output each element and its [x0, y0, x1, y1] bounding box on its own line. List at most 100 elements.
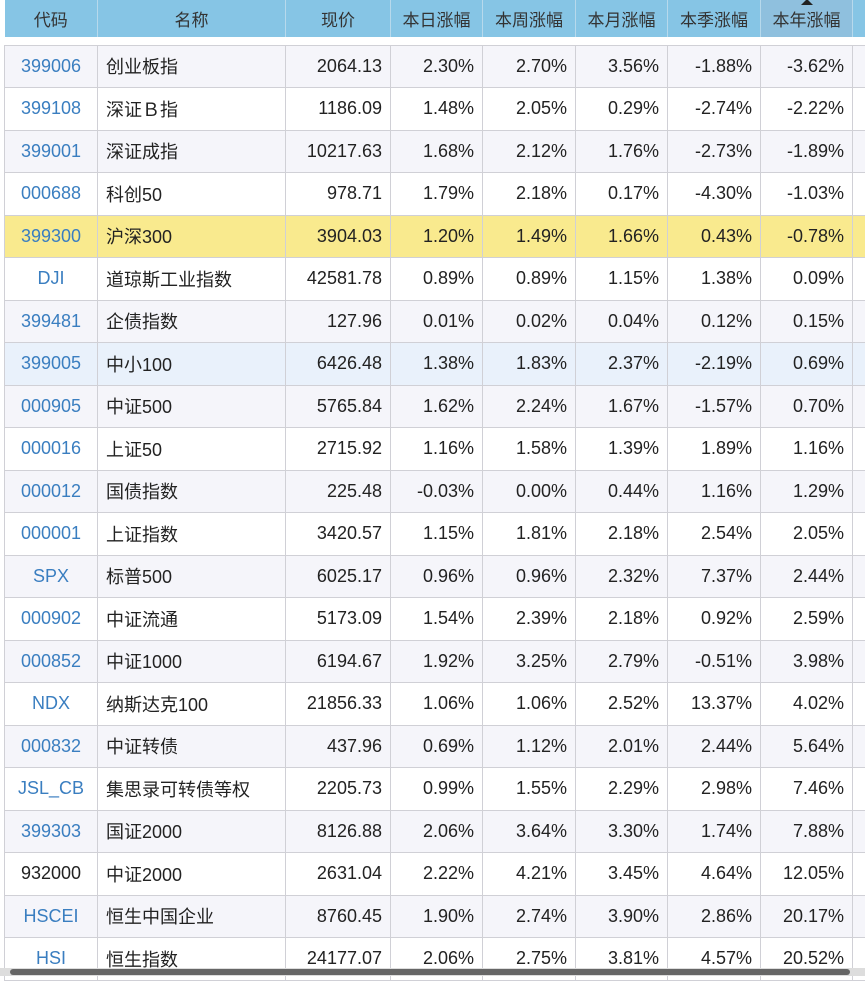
change-pct: 0.15%	[761, 300, 853, 343]
current-price: 8760.45	[286, 895, 391, 938]
change-pct: -1.88%	[668, 45, 761, 88]
index-name: 标普500	[98, 555, 286, 598]
index-code-link[interactable]: 000016	[5, 428, 98, 471]
extra-cell	[853, 215, 865, 258]
current-price: 21856.33	[286, 683, 391, 726]
column-header[interactable]: 本年涨幅	[761, 0, 853, 37]
change-pct: 0.01%	[391, 300, 483, 343]
spacer	[5, 37, 865, 45]
column-header[interactable]: 现价	[286, 0, 391, 37]
current-price: 6025.17	[286, 555, 391, 598]
change-pct: 4.02%	[761, 683, 853, 726]
column-header[interactable]: 本月涨幅	[576, 0, 668, 37]
change-pct: 1.92%	[391, 640, 483, 683]
change-pct: 1.16%	[668, 470, 761, 513]
change-pct: 0.02%	[483, 300, 576, 343]
index-code-link[interactable]: 399005	[5, 343, 98, 386]
extra-cell	[853, 683, 865, 726]
change-pct: 0.89%	[391, 258, 483, 301]
index-code-link[interactable]: 000688	[5, 173, 98, 216]
index-code-link[interactable]: 399108	[5, 88, 98, 131]
index-code-link[interactable]: 399300	[5, 215, 98, 258]
change-pct: 3.45%	[576, 853, 668, 896]
column-header-label: 本月涨幅	[588, 11, 656, 30]
change-pct: 2.12%	[483, 130, 576, 173]
change-pct: 12.05%	[761, 853, 853, 896]
index-code-link[interactable]: 000905	[5, 385, 98, 428]
index-name: 沪深300	[98, 215, 286, 258]
index-code-link[interactable]: 399006	[5, 45, 98, 88]
change-pct: 0.12%	[668, 300, 761, 343]
index-code-link[interactable]: 399481	[5, 300, 98, 343]
table-header: 代码名称现价本日涨幅本周涨幅本月涨幅本季涨幅本年涨幅	[5, 0, 865, 37]
index-code-link[interactable]: 000852	[5, 640, 98, 683]
column-header[interactable]: 本季涨幅	[668, 0, 761, 37]
change-pct: 1.38%	[391, 343, 483, 386]
index-code-link[interactable]: JSL_CB	[5, 768, 98, 811]
index-code-link[interactable]: 399303	[5, 810, 98, 853]
change-pct: 2.24%	[483, 385, 576, 428]
change-pct: 2.32%	[576, 555, 668, 598]
change-pct: 0.70%	[761, 385, 853, 428]
current-price: 3904.03	[286, 215, 391, 258]
column-header-extra[interactable]	[853, 0, 865, 37]
column-header[interactable]: 名称	[98, 0, 286, 37]
current-price: 2631.04	[286, 853, 391, 896]
change-pct: 2.79%	[576, 640, 668, 683]
index-code-link[interactable]: NDX	[5, 683, 98, 726]
index-code-link[interactable]: 000012	[5, 470, 98, 513]
index-code-link[interactable]: 000001	[5, 513, 98, 556]
change-pct: 2.39%	[483, 598, 576, 641]
index-code-link[interactable]: 000832	[5, 725, 98, 768]
column-header[interactable]: 本周涨幅	[483, 0, 576, 37]
change-pct: 1.48%	[391, 88, 483, 131]
column-header[interactable]: 本日涨幅	[391, 0, 483, 37]
current-price: 6194.67	[286, 640, 391, 683]
change-pct: 2.54%	[668, 513, 761, 556]
index-code-link[interactable]: 000902	[5, 598, 98, 641]
change-pct: 0.17%	[576, 173, 668, 216]
column-header[interactable]: 代码	[5, 0, 98, 37]
extra-cell	[853, 385, 865, 428]
index-code-link[interactable]: 399001	[5, 130, 98, 173]
change-pct: -0.03%	[391, 470, 483, 513]
index-code-link[interactable]: 932000	[5, 853, 98, 896]
change-pct: 0.69%	[761, 343, 853, 386]
change-pct: 4.64%	[668, 853, 761, 896]
horizontal-scrollbar[interactable]	[0, 968, 865, 976]
index-code-link[interactable]: DJI	[5, 258, 98, 301]
scrollbar-thumb[interactable]	[10, 969, 850, 975]
index-code-link[interactable]: SPX	[5, 555, 98, 598]
change-pct: 1.20%	[391, 215, 483, 258]
change-pct: 3.98%	[761, 640, 853, 683]
change-pct: 2.06%	[391, 810, 483, 853]
index-code-link[interactable]: HSCEI	[5, 895, 98, 938]
sort-arrow-icon[interactable]	[801, 0, 813, 5]
current-price: 127.96	[286, 300, 391, 343]
current-price: 42581.78	[286, 258, 391, 301]
index-name: 恒生中国企业	[98, 895, 286, 938]
change-pct: 2.05%	[761, 513, 853, 556]
change-pct: 3.30%	[576, 810, 668, 853]
